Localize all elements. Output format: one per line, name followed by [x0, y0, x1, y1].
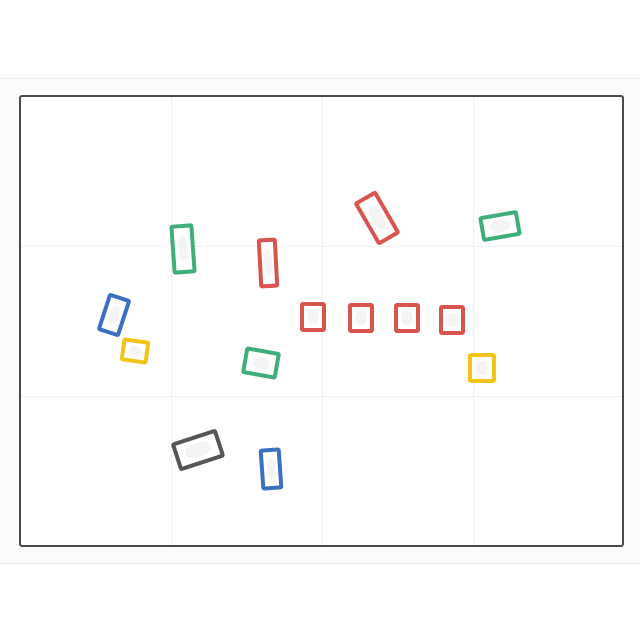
- tile-red: [256, 237, 280, 289]
- tile-yellow: [119, 337, 151, 365]
- tile-blue: [258, 447, 284, 491]
- tile-red: [300, 302, 326, 332]
- grid-line: [21, 396, 622, 397]
- tile-yellow: [468, 353, 496, 383]
- grid-line: [21, 246, 622, 247]
- grid-line: [473, 97, 474, 545]
- grid-line: [171, 97, 172, 545]
- tile-red: [348, 303, 374, 333]
- tile-green: [169, 223, 197, 275]
- tile-green: [240, 346, 282, 380]
- tile-red: [439, 305, 465, 335]
- tile-red: [394, 303, 420, 333]
